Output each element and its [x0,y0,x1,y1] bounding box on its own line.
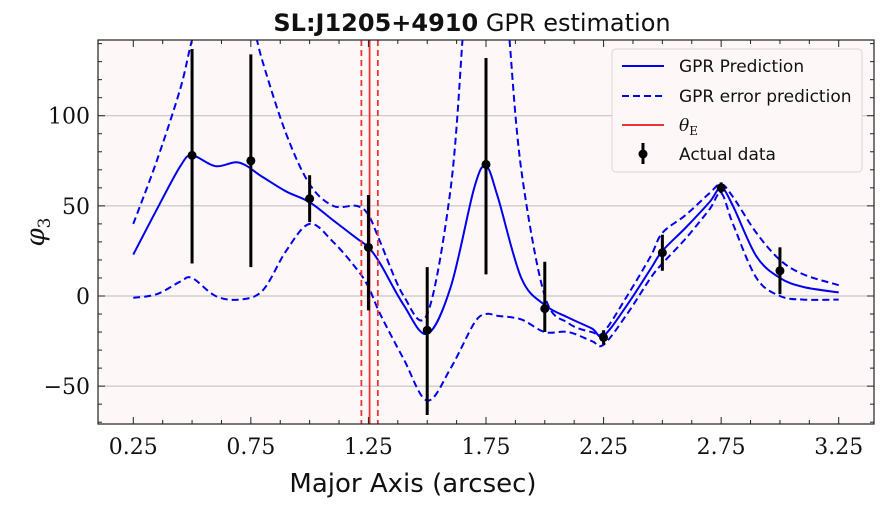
chart-title-bold: SL:J1205+4910 [273,9,478,37]
legend-label-prediction: GPR Prediction [679,57,804,77]
legend-label-error: GPR error prediction [679,87,852,107]
x-tick-label-0: 0.25 [109,435,158,460]
y-tick-label-3: 100 [48,105,90,130]
data-point-4 [422,325,432,335]
data-point-8 [657,248,667,258]
data-point-1 [246,156,256,166]
data-point-5 [481,159,491,169]
x-axis-label: Major Axis (arcsec) [289,469,536,499]
data-point-10 [775,266,785,276]
chart-title: SL:J1205+4910 GPR estimation [273,9,670,37]
legend-label-data: Actual data [679,145,776,165]
series-line-4 [133,191,839,402]
y-axis-label-sub: 3 [35,217,55,228]
data-point-9 [716,183,726,193]
y-axis-label: φ3 [21,217,55,246]
x-tick-label-3: 1.75 [462,435,511,460]
legend-label-theta-sub: E [689,124,698,138]
y-tick-label-2: 50 [62,195,90,220]
data-point-7 [599,332,609,342]
legend-swatch-dot [638,149,648,159]
legend-box [611,48,863,173]
legend: GPR Prediction GPR error prediction θE A… [611,48,863,173]
x-tick-label-4: 2.25 [579,435,628,460]
svg-text:φ3: φ3 [21,217,55,246]
series-line-1 [132,40,194,225]
legend-label-theta-main: θ [679,116,689,136]
data-point-3 [363,242,373,252]
x-tick-label-2: 1.25 [344,435,393,460]
legend-label-theta: θE [679,116,698,138]
x-tick-label-6: 3.25 [814,435,863,460]
axis-ticks [98,40,874,424]
data-point-0 [187,150,197,160]
y-tick-label-0: −50 [44,375,90,400]
data-point-6 [540,304,550,314]
data-point-2 [305,194,315,204]
chart-title-rest: GPR estimation [478,9,670,37]
x-tick-label-5: 2.75 [697,435,746,460]
tick-labels: 0.25 0.75 1.25 1.75 2.25 2.75 3.25 −50 0 50 100 [44,105,864,460]
y-tick-label-1: 0 [76,285,90,310]
y-axis-label-main: φ [21,228,51,247]
x-tick-label-1: 0.75 [226,435,275,460]
actual-data-points [187,49,785,415]
